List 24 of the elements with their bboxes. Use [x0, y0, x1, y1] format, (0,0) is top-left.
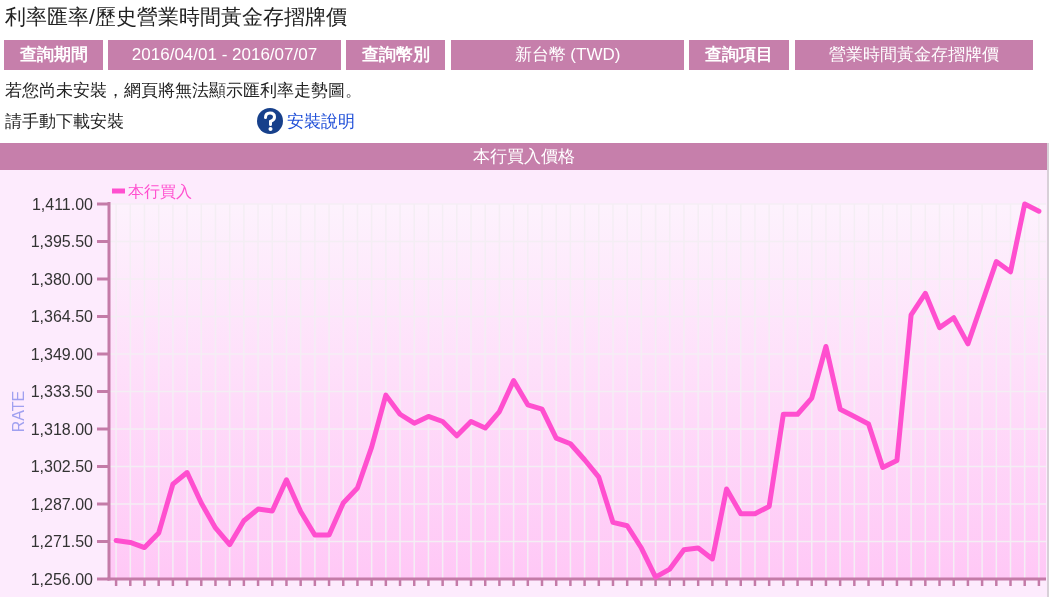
annotation: 新台幣 (TWD) — [451, 40, 684, 70]
annotation: 查詢期間 — [4, 40, 103, 70]
annotation: 查詢項目 — [689, 40, 789, 70]
ytick-label: 1,302.50 — [30, 458, 93, 475]
ytick-label: 1,395.50 — [30, 233, 93, 250]
annotation: 請手動下載安裝 — [5, 111, 124, 133]
annotation: 安裝說明 — [287, 111, 355, 133]
ytick-label: 1,318.00 — [30, 420, 93, 438]
ytick-label: 1,333.50 — [30, 383, 93, 400]
ylabel: RATE — [9, 390, 27, 433]
subtitle: 本行買入價格 — [0, 143, 1047, 170]
annotation: 查詢幣別 — [346, 40, 445, 70]
annotation: 若您尚未安裝，網頁將無法顯示匯利率走勢圖。 — [5, 80, 362, 102]
ytick-label: 1,349.00 — [30, 345, 93, 363]
ytick-label: 1,411.00 — [31, 195, 93, 213]
ytick-label: 1,271.50 — [30, 533, 93, 550]
ytick-label: 1,287.00 — [30, 495, 93, 513]
annotation: 營業時間黃金存摺牌價 — [795, 40, 1033, 70]
ytick-label: 1,364.50 — [30, 308, 93, 325]
legend-label: 本行買入 — [128, 182, 192, 200]
annotation: 2016/04/01 - 2016/07/07 — [108, 40, 341, 70]
ytick-label: 1,380.00 — [30, 270, 93, 288]
ytick-label: 1,256.00 — [30, 570, 93, 588]
title: 利率匯率/歷史營業時間黃金存摺牌價 — [5, 4, 347, 30]
